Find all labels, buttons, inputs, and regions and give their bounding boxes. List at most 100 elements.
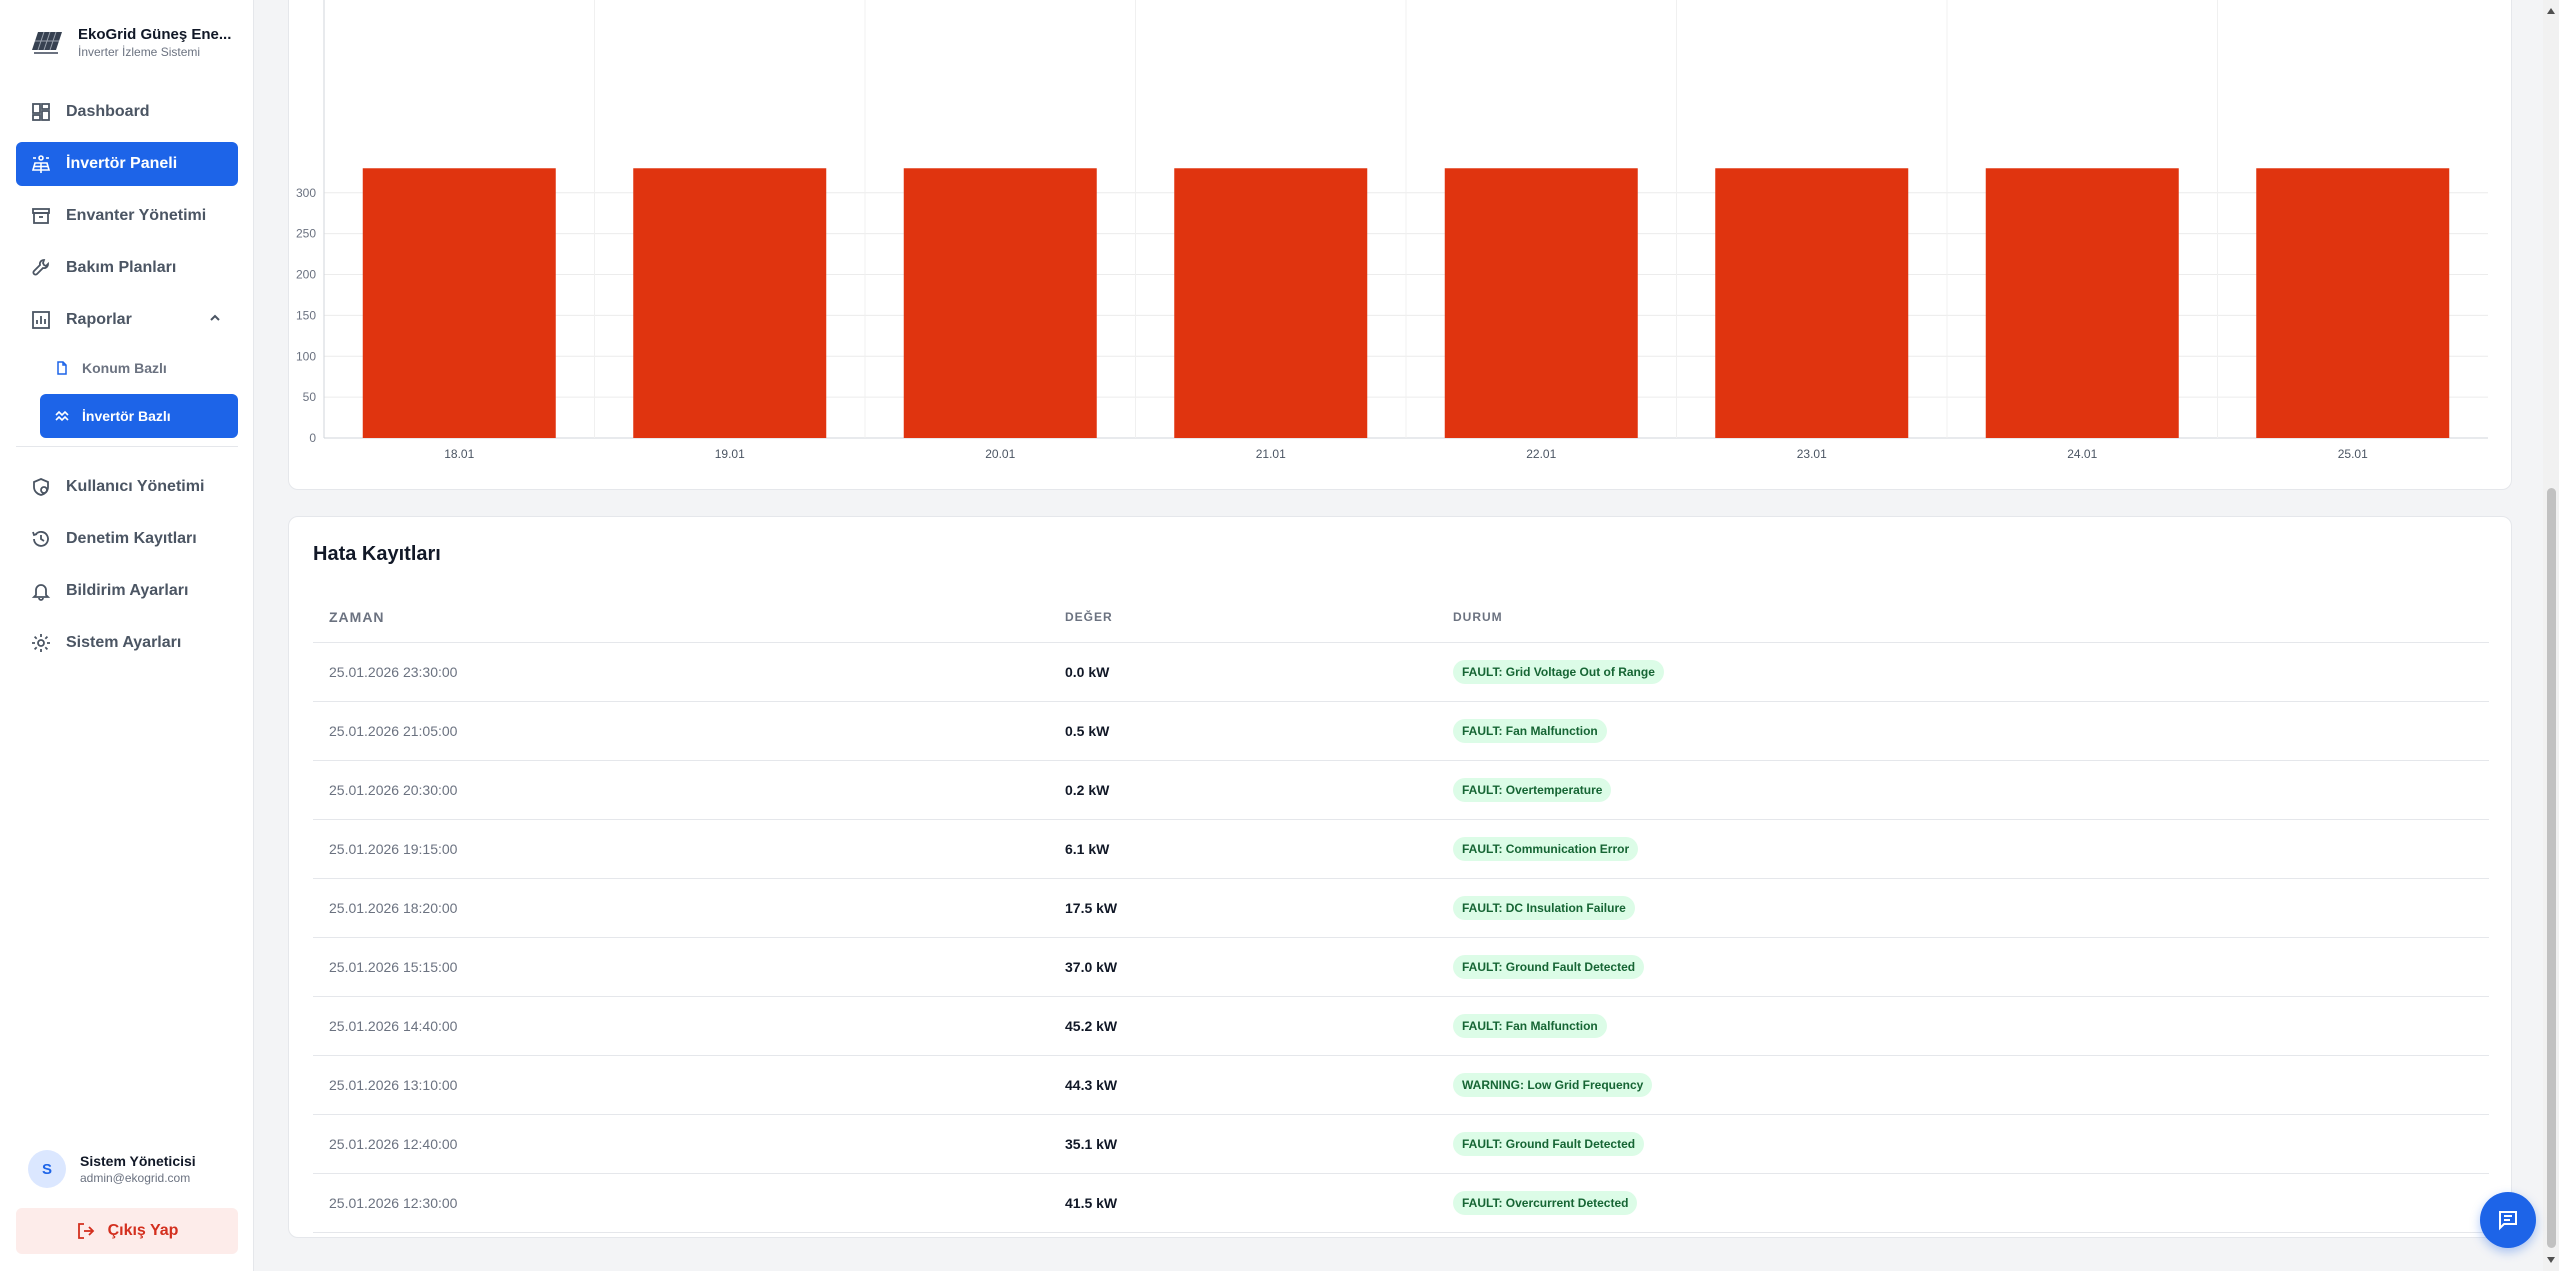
table-row[interactable]: 25.01.2026 23:30:00 0.0 kW FAULT: Grid Vol… — [313, 643, 2489, 702]
value-cell: 0.5 kW — [1065, 723, 1110, 739]
status-cell: FAULT: Ground Fault Detected — [1437, 955, 2489, 979]
status-badge: FAULT: Overtemperature — [1453, 778, 1612, 802]
x-tick-label: 20.01 — [985, 447, 1015, 461]
brand[interactable]: EkoGrid Güneş Ene... İnverter İzleme Sis… — [30, 26, 231, 59]
sidebar-item-maintenance[interactable]: Bakım Planları — [16, 246, 238, 290]
y-tick-label: 250 — [296, 227, 316, 241]
sidebar-subitem-label: İnvertör Bazlı — [82, 408, 171, 424]
table-row[interactable]: 25.01.2026 12:30:00 41.5 kW FAULT: Overcur… — [313, 1174, 2489, 1233]
time-cell: 25.01.2026 15:15:00 — [329, 959, 458, 975]
column-header-time[interactable]: ZAMAN — [329, 608, 385, 625]
value-cell: 0.0 kW — [1065, 664, 1110, 680]
sidebar-item-system-settings[interactable]: Sistem Ayarları — [16, 621, 238, 665]
sidebar-item-label: Sistem Ayarları — [66, 634, 182, 651]
sidebar-subitem-location-based[interactable]: Konum Bazlı — [40, 350, 238, 386]
status-badge: FAULT: Fan Malfunction — [1453, 1014, 1607, 1038]
status-cell: FAULT: Grid Voltage Out of Range — [1437, 660, 2489, 684]
scrollbar-thumb[interactable] — [2547, 488, 2556, 1248]
x-tick-label: 25.01 — [2338, 447, 2368, 461]
status-badge: WARNING: Low Grid Frequency — [1453, 1073, 1653, 1097]
bar — [2256, 168, 2450, 438]
time-cell: 25.01.2026 18:20:00 — [329, 900, 458, 916]
sidebar-item-reports[interactable]: Raporlar — [16, 298, 238, 342]
user-email: admin@ekogrid.com — [80, 1171, 191, 1185]
bar-chart-icon — [30, 309, 52, 331]
chat-button[interactable] — [2480, 1192, 2536, 1248]
sidebar-subitem-inverter-based[interactable]: İnvertör Bazlı — [40, 394, 238, 438]
bar — [1985, 168, 2179, 438]
document-icon — [54, 360, 70, 376]
user-profile[interactable]: S Sistem Yöneticisi admin@ekogrid.com — [28, 1150, 196, 1188]
sidebar-item-inventory[interactable]: Envanter Yönetimi — [16, 194, 238, 238]
scroll-down-arrow-icon[interactable] — [2544, 1253, 2558, 1267]
table-row[interactable]: 25.01.2026 20:30:00 0.2 kW FAULT: Overtemp… — [313, 761, 2489, 820]
x-tick-label: 24.01 — [2067, 447, 2097, 461]
value-cell: 6.1 kW — [1065, 841, 1110, 857]
solar-panel-logo-icon — [32, 31, 62, 54]
table-row[interactable]: 25.01.2026 19:15:00 6.1 kW FAULT: Communic… — [313, 820, 2489, 879]
status-cell: FAULT: Fan Malfunction — [1437, 1014, 2489, 1038]
sidebar-item-inverter-panel[interactable]: İnvertör Paneli — [16, 142, 238, 186]
error-log-card: Hata Kayıtları ZAMAN DEĞER DURUM 25.01.2… — [288, 516, 2512, 1238]
sidebar-item-notification-settings[interactable]: Bildirim Ayarları — [16, 569, 238, 613]
chat-icon — [2499, 1211, 2517, 1231]
status-cell: FAULT: Ground Fault Detected — [1437, 1132, 2489, 1156]
table-row[interactable]: 25.01.2026 21:05:00 0.5 kW FAULT: Fan Malf… — [313, 702, 2489, 761]
time-cell: 25.01.2026 12:40:00 — [329, 1136, 458, 1152]
sidebar-item-audit-logs[interactable]: Denetim Kayıtları — [16, 517, 238, 561]
table-row[interactable]: 25.01.2026 18:20:00 17.5 kW FAULT: DC Insu… — [313, 879, 2489, 938]
y-tick-label: 300 — [296, 186, 316, 200]
x-tick-label: 18.01 — [444, 447, 474, 461]
status-cell: FAULT: Fan Malfunction — [1437, 719, 2489, 743]
error-log-title: Hata Kayıtları — [313, 543, 441, 565]
history-icon — [30, 528, 52, 550]
status-badge: FAULT: DC Insulation Failure — [1453, 896, 1635, 920]
table-row[interactable]: 25.01.2026 12:40:00 35.1 kW FAULT: Ground … — [313, 1115, 2489, 1174]
y-tick-label: 50 — [303, 390, 317, 404]
brand-subtitle: İnverter İzleme Sistemi — [78, 45, 201, 59]
time-cell: 25.01.2026 14:40:00 — [329, 1018, 458, 1034]
x-tick-label: 19.01 — [715, 447, 745, 461]
status-badge: FAULT: Ground Fault Detected — [1453, 955, 1645, 979]
solar-panel-icon — [30, 153, 52, 175]
time-cell: 25.01.2026 23:30:00 — [329, 664, 458, 680]
table-row[interactable]: 25.01.2026 14:40:00 45.2 kW FAULT: Fan Mal… — [313, 997, 2489, 1056]
logout-button[interactable]: Çıkış Yap — [16, 1208, 238, 1254]
sidebar-item-label: Bildirim Ayarları — [66, 582, 189, 599]
y-tick-label: 0 — [309, 431, 316, 445]
sidebar-item-user-management[interactable]: Kullanıcı Yönetimi — [16, 465, 238, 509]
sidebar-item-dashboard[interactable]: Dashboard — [16, 90, 238, 134]
gear-icon — [30, 632, 52, 654]
column-header-value[interactable]: DEĞER — [1065, 609, 1113, 624]
column-header-status[interactable]: DURUM — [1453, 609, 1503, 624]
x-tick-label: 23.01 — [1797, 447, 1827, 461]
sidebar-item-label: Denetim Kayıtları — [66, 530, 197, 547]
bar — [1715, 168, 1909, 438]
sidebar-item-label: Kullanıcı Yönetimi — [66, 478, 205, 495]
time-cell: 25.01.2026 21:05:00 — [329, 723, 458, 739]
sidebar-divider — [16, 446, 238, 447]
daily-bar-chart: 0 50 100 150 200 250 300 18.01 19.01 20.01 21.01 22… — [296, 0, 2488, 461]
bar — [1174, 168, 1368, 438]
chevron-up-icon — [208, 311, 222, 330]
value-cell: 44.3 kW — [1065, 1077, 1118, 1093]
error-log-table: ZAMAN DEĞER DURUM 25.01.2026 23:30:00 0.0… — [313, 591, 2489, 1233]
bell-icon — [30, 580, 52, 602]
status-cell: WARNING: Low Grid Frequency — [1437, 1073, 2489, 1097]
avatar: S — [28, 1150, 66, 1188]
user-shield-icon — [30, 476, 52, 498]
sidebar-item-label: Dashboard — [66, 103, 150, 120]
status-badge: FAULT: Overcurrent Detected — [1453, 1191, 1638, 1215]
table-row[interactable]: 25.01.2026 15:15:00 37.0 kW FAULT: Ground … — [313, 938, 2489, 997]
sidebar-item-label: İnvertör Paneli — [66, 155, 178, 172]
sidebar-item-label: Raporlar — [66, 311, 132, 328]
logout-label: Çıkış Yap — [107, 1222, 179, 1239]
value-cell: 37.0 kW — [1065, 959, 1118, 975]
status-badge: FAULT: Fan Malfunction — [1453, 719, 1607, 743]
scroll-up-arrow-icon[interactable] — [2544, 4, 2558, 18]
logout-icon — [76, 1221, 96, 1241]
status-cell: FAULT: DC Insulation Failure — [1437, 896, 2489, 920]
table-row[interactable]: 25.01.2026 13:10:00 44.3 kW WARNING: Low G… — [313, 1056, 2489, 1115]
archive-icon — [30, 205, 52, 227]
table-header: ZAMAN DEĞER DURUM — [313, 591, 2489, 643]
